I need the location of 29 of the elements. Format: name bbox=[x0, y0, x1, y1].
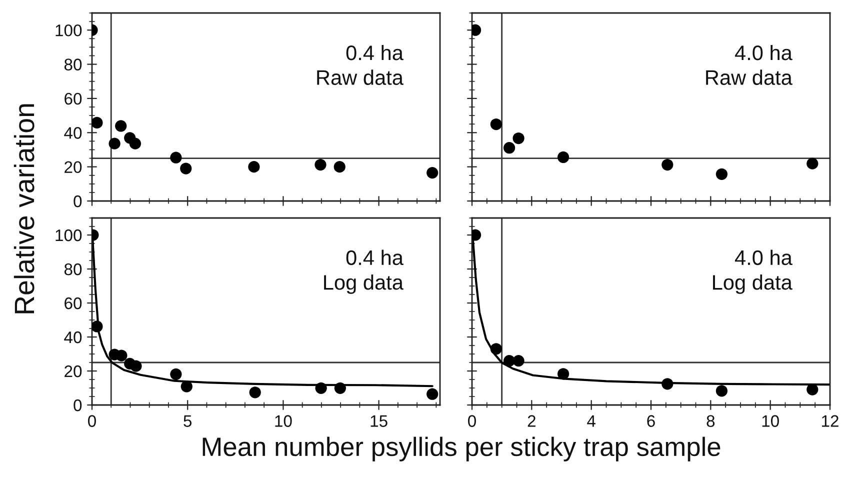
y-tick-label: 60 bbox=[64, 92, 82, 105]
x-tick-label: 12 bbox=[822, 415, 838, 427]
annotation: 0.4 ha Log data bbox=[324, 250, 404, 294]
x-tick-label: 8 bbox=[706, 415, 715, 427]
y-tick-label: 0 bbox=[74, 399, 82, 412]
annotation: 4.0 ha Raw data bbox=[706, 44, 792, 85]
y-tick-label: 20 bbox=[64, 161, 82, 174]
x-tick-label: 5 bbox=[184, 415, 192, 427]
y-tick-label: 100 bbox=[56, 24, 82, 36]
y-tick-label: 20 bbox=[64, 365, 82, 378]
y-tick-label: 60 bbox=[64, 297, 82, 310]
annotation: 4.0 ha Log data bbox=[713, 250, 792, 294]
x-tick-label: 4 bbox=[587, 415, 596, 427]
y-tick-label: 80 bbox=[64, 58, 82, 70]
x-axis-title: Mean number psyllids per sticky trap sample bbox=[202, 436, 720, 462]
x-tick-label: 0 bbox=[88, 415, 96, 427]
y-tick-label: 0 bbox=[74, 195, 82, 208]
x-tick-label: 0 bbox=[468, 415, 476, 427]
x-tick-label: 2 bbox=[528, 415, 536, 427]
y-axis-title: Relative variation bbox=[14, 104, 34, 314]
x-tick-label: 10 bbox=[275, 415, 292, 427]
x-tick-label: 6 bbox=[647, 415, 655, 427]
y-tick-label: 40 bbox=[64, 331, 82, 344]
x-tick-label: 10 bbox=[762, 415, 779, 427]
y-tick-label: 80 bbox=[64, 263, 82, 276]
annotation: 0.4 ha Raw data bbox=[317, 44, 404, 85]
y-tick-label: 100 bbox=[56, 229, 82, 242]
x-tick-label: 15 bbox=[370, 415, 388, 427]
y-tick-label: 40 bbox=[64, 127, 82, 139]
